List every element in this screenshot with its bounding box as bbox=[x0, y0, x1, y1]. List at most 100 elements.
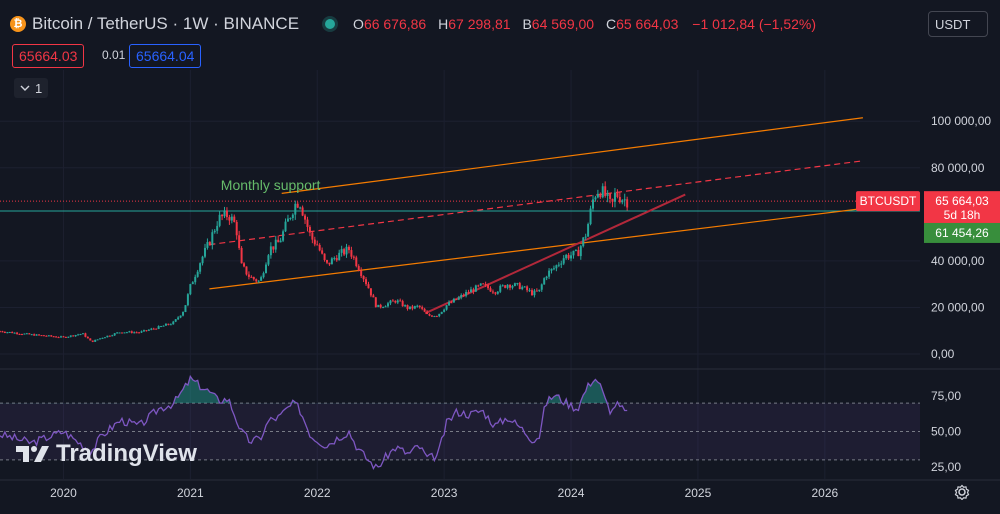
candle-body bbox=[526, 286, 529, 291]
candle-body bbox=[328, 262, 331, 265]
tradingview-logo: TradingView bbox=[16, 440, 197, 468]
indicators-toggle[interactable]: 1 bbox=[14, 78, 49, 98]
candle-body bbox=[357, 266, 360, 271]
candle-body bbox=[16, 332, 19, 334]
candle-body bbox=[99, 338, 102, 340]
candle-body bbox=[69, 335, 72, 337]
candle-body bbox=[260, 277, 263, 281]
candle-body bbox=[621, 200, 624, 203]
candle-body bbox=[128, 331, 131, 333]
candle-body bbox=[52, 336, 55, 338]
candle-body bbox=[387, 303, 390, 307]
candle-body bbox=[57, 337, 60, 339]
candle-body bbox=[513, 283, 516, 286]
price-change: −1 012,84 (−1,52%) bbox=[692, 16, 817, 32]
candle-body bbox=[291, 214, 294, 219]
candle-body bbox=[169, 324, 172, 326]
candle-body bbox=[203, 247, 206, 257]
candle-body bbox=[352, 256, 355, 258]
rsi-overbought-fill bbox=[0, 376, 628, 404]
candle-body bbox=[189, 284, 192, 295]
candle-body bbox=[135, 332, 138, 334]
candle-body bbox=[262, 273, 265, 278]
candle-body bbox=[599, 193, 602, 198]
symbol-header[interactable]: ₿ Bitcoin / TetherUS · 1W · BINANCE O66 … bbox=[10, 12, 816, 36]
candle-body bbox=[365, 279, 368, 285]
candle-body bbox=[79, 333, 82, 335]
candle-body bbox=[496, 291, 499, 294]
candle-body bbox=[379, 304, 382, 308]
price-tick-label: 20 000,00 bbox=[931, 300, 985, 314]
candle-body bbox=[438, 313, 441, 317]
candle-body bbox=[108, 335, 111, 337]
candle-body bbox=[523, 286, 526, 288]
candle-body bbox=[77, 334, 80, 336]
candle-body bbox=[479, 283, 482, 286]
candle-body bbox=[611, 198, 614, 202]
candle-body bbox=[286, 218, 289, 222]
time-tick-label: 2024 bbox=[558, 486, 585, 500]
candle-body bbox=[521, 287, 524, 290]
candle-body bbox=[533, 290, 536, 296]
candle-body bbox=[567, 254, 570, 259]
candle-body bbox=[384, 306, 387, 308]
candle-body bbox=[540, 284, 543, 290]
candle-body bbox=[55, 336, 58, 338]
trendline-channel-lower bbox=[209, 207, 863, 290]
candle-body bbox=[323, 253, 326, 260]
candle-body bbox=[6, 332, 9, 334]
trendlines bbox=[0, 117, 920, 315]
candle-body bbox=[301, 207, 304, 216]
candle-body bbox=[570, 255, 573, 259]
candle-body bbox=[140, 331, 143, 333]
candle-body bbox=[477, 285, 480, 287]
candle-body bbox=[118, 332, 121, 334]
candle-body bbox=[74, 334, 77, 337]
candle-body bbox=[30, 334, 33, 336]
candle-body bbox=[452, 299, 455, 303]
bar-countdown: 5d 18h bbox=[944, 208, 981, 222]
candle-body bbox=[103, 337, 106, 339]
candle-body bbox=[609, 193, 612, 199]
candle-body bbox=[404, 305, 407, 307]
candle-body bbox=[499, 285, 502, 292]
candle-body bbox=[230, 216, 233, 221]
candle-body bbox=[433, 316, 436, 318]
candle-body bbox=[155, 328, 158, 330]
candle-body bbox=[162, 325, 165, 327]
candle-body bbox=[484, 283, 487, 285]
candle-body bbox=[548, 270, 551, 277]
candle-body bbox=[45, 335, 48, 337]
candle-body bbox=[440, 311, 443, 314]
candle-body bbox=[516, 283, 519, 285]
symbol-title[interactable]: Bitcoin / TetherUS · 1W · BINANCE bbox=[32, 14, 300, 33]
rsi-line bbox=[0, 374, 628, 470]
candle-body bbox=[223, 210, 226, 217]
candle-body bbox=[489, 288, 492, 292]
candle-body bbox=[421, 307, 424, 309]
candle-body bbox=[455, 299, 458, 301]
candle-body bbox=[228, 217, 231, 221]
candle-body bbox=[25, 333, 28, 335]
candle-body bbox=[216, 225, 219, 231]
candle-body bbox=[211, 232, 214, 246]
buy-button[interactable]: 65664.04 bbox=[129, 44, 202, 68]
candle-body bbox=[584, 236, 587, 238]
price-tick-label: 40 000,00 bbox=[931, 254, 985, 268]
time-tick-label: 2026 bbox=[811, 486, 838, 500]
candle-body bbox=[8, 331, 11, 333]
candle-body bbox=[340, 249, 343, 253]
candle-body bbox=[123, 332, 126, 334]
candle-body bbox=[40, 335, 43, 337]
candle-body bbox=[511, 285, 514, 288]
sell-button[interactable]: 65664.03 bbox=[12, 44, 85, 68]
candle-body bbox=[457, 297, 460, 300]
candle-body bbox=[482, 283, 485, 285]
spread-value: 0.01 bbox=[102, 48, 126, 62]
candle-body bbox=[401, 301, 404, 307]
candle-body bbox=[565, 254, 568, 259]
candle-body bbox=[530, 290, 533, 296]
settings-icon[interactable] bbox=[954, 484, 970, 500]
currency-select[interactable]: USDT bbox=[928, 11, 988, 37]
